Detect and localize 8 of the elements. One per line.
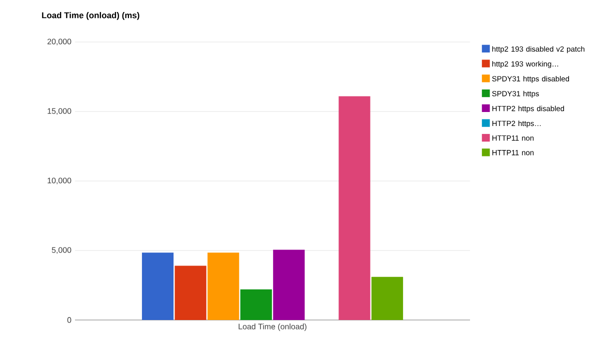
bar: [240, 289, 272, 320]
bar: [273, 250, 305, 320]
bar: [338, 96, 370, 320]
chart-title: Load Time (onload) (ms): [42, 12, 140, 20]
bar: [174, 266, 206, 320]
bar: [142, 252, 174, 320]
bar: [208, 252, 240, 320]
bar: [371, 276, 404, 320]
